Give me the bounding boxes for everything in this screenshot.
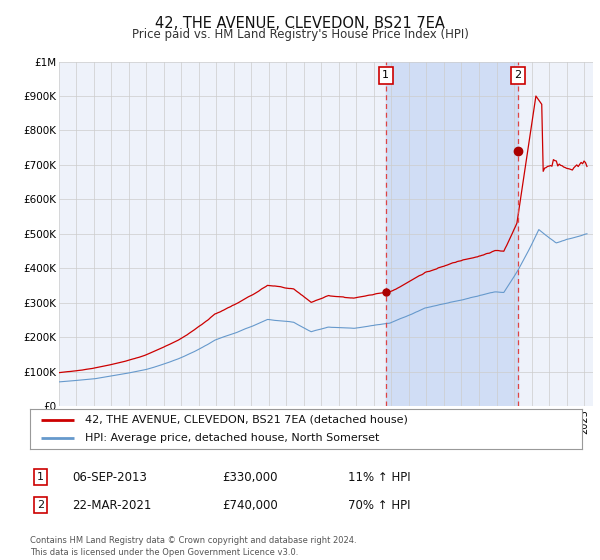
Text: 2: 2 bbox=[514, 71, 521, 81]
Text: 1: 1 bbox=[382, 71, 389, 81]
Text: Contains HM Land Registry data © Crown copyright and database right 2024.
This d: Contains HM Land Registry data © Crown c… bbox=[30, 536, 356, 557]
Text: 06-SEP-2013: 06-SEP-2013 bbox=[72, 470, 147, 484]
Text: 42, THE AVENUE, CLEVEDON, BS21 7EA (detached house): 42, THE AVENUE, CLEVEDON, BS21 7EA (deta… bbox=[85, 415, 408, 424]
Text: 2: 2 bbox=[37, 500, 44, 510]
Text: 11% ↑ HPI: 11% ↑ HPI bbox=[348, 470, 410, 484]
Bar bbox=[386, 62, 518, 406]
Text: 70% ↑ HPI: 70% ↑ HPI bbox=[348, 498, 410, 512]
Text: £330,000: £330,000 bbox=[222, 470, 277, 484]
Text: HPI: Average price, detached house, North Somerset: HPI: Average price, detached house, Nort… bbox=[85, 433, 380, 443]
Text: Price paid vs. HM Land Registry's House Price Index (HPI): Price paid vs. HM Land Registry's House … bbox=[131, 28, 469, 41]
Text: £740,000: £740,000 bbox=[222, 498, 278, 512]
Text: 1: 1 bbox=[37, 472, 44, 482]
Text: 22-MAR-2021: 22-MAR-2021 bbox=[72, 498, 151, 512]
Text: 42, THE AVENUE, CLEVEDON, BS21 7EA: 42, THE AVENUE, CLEVEDON, BS21 7EA bbox=[155, 16, 445, 31]
